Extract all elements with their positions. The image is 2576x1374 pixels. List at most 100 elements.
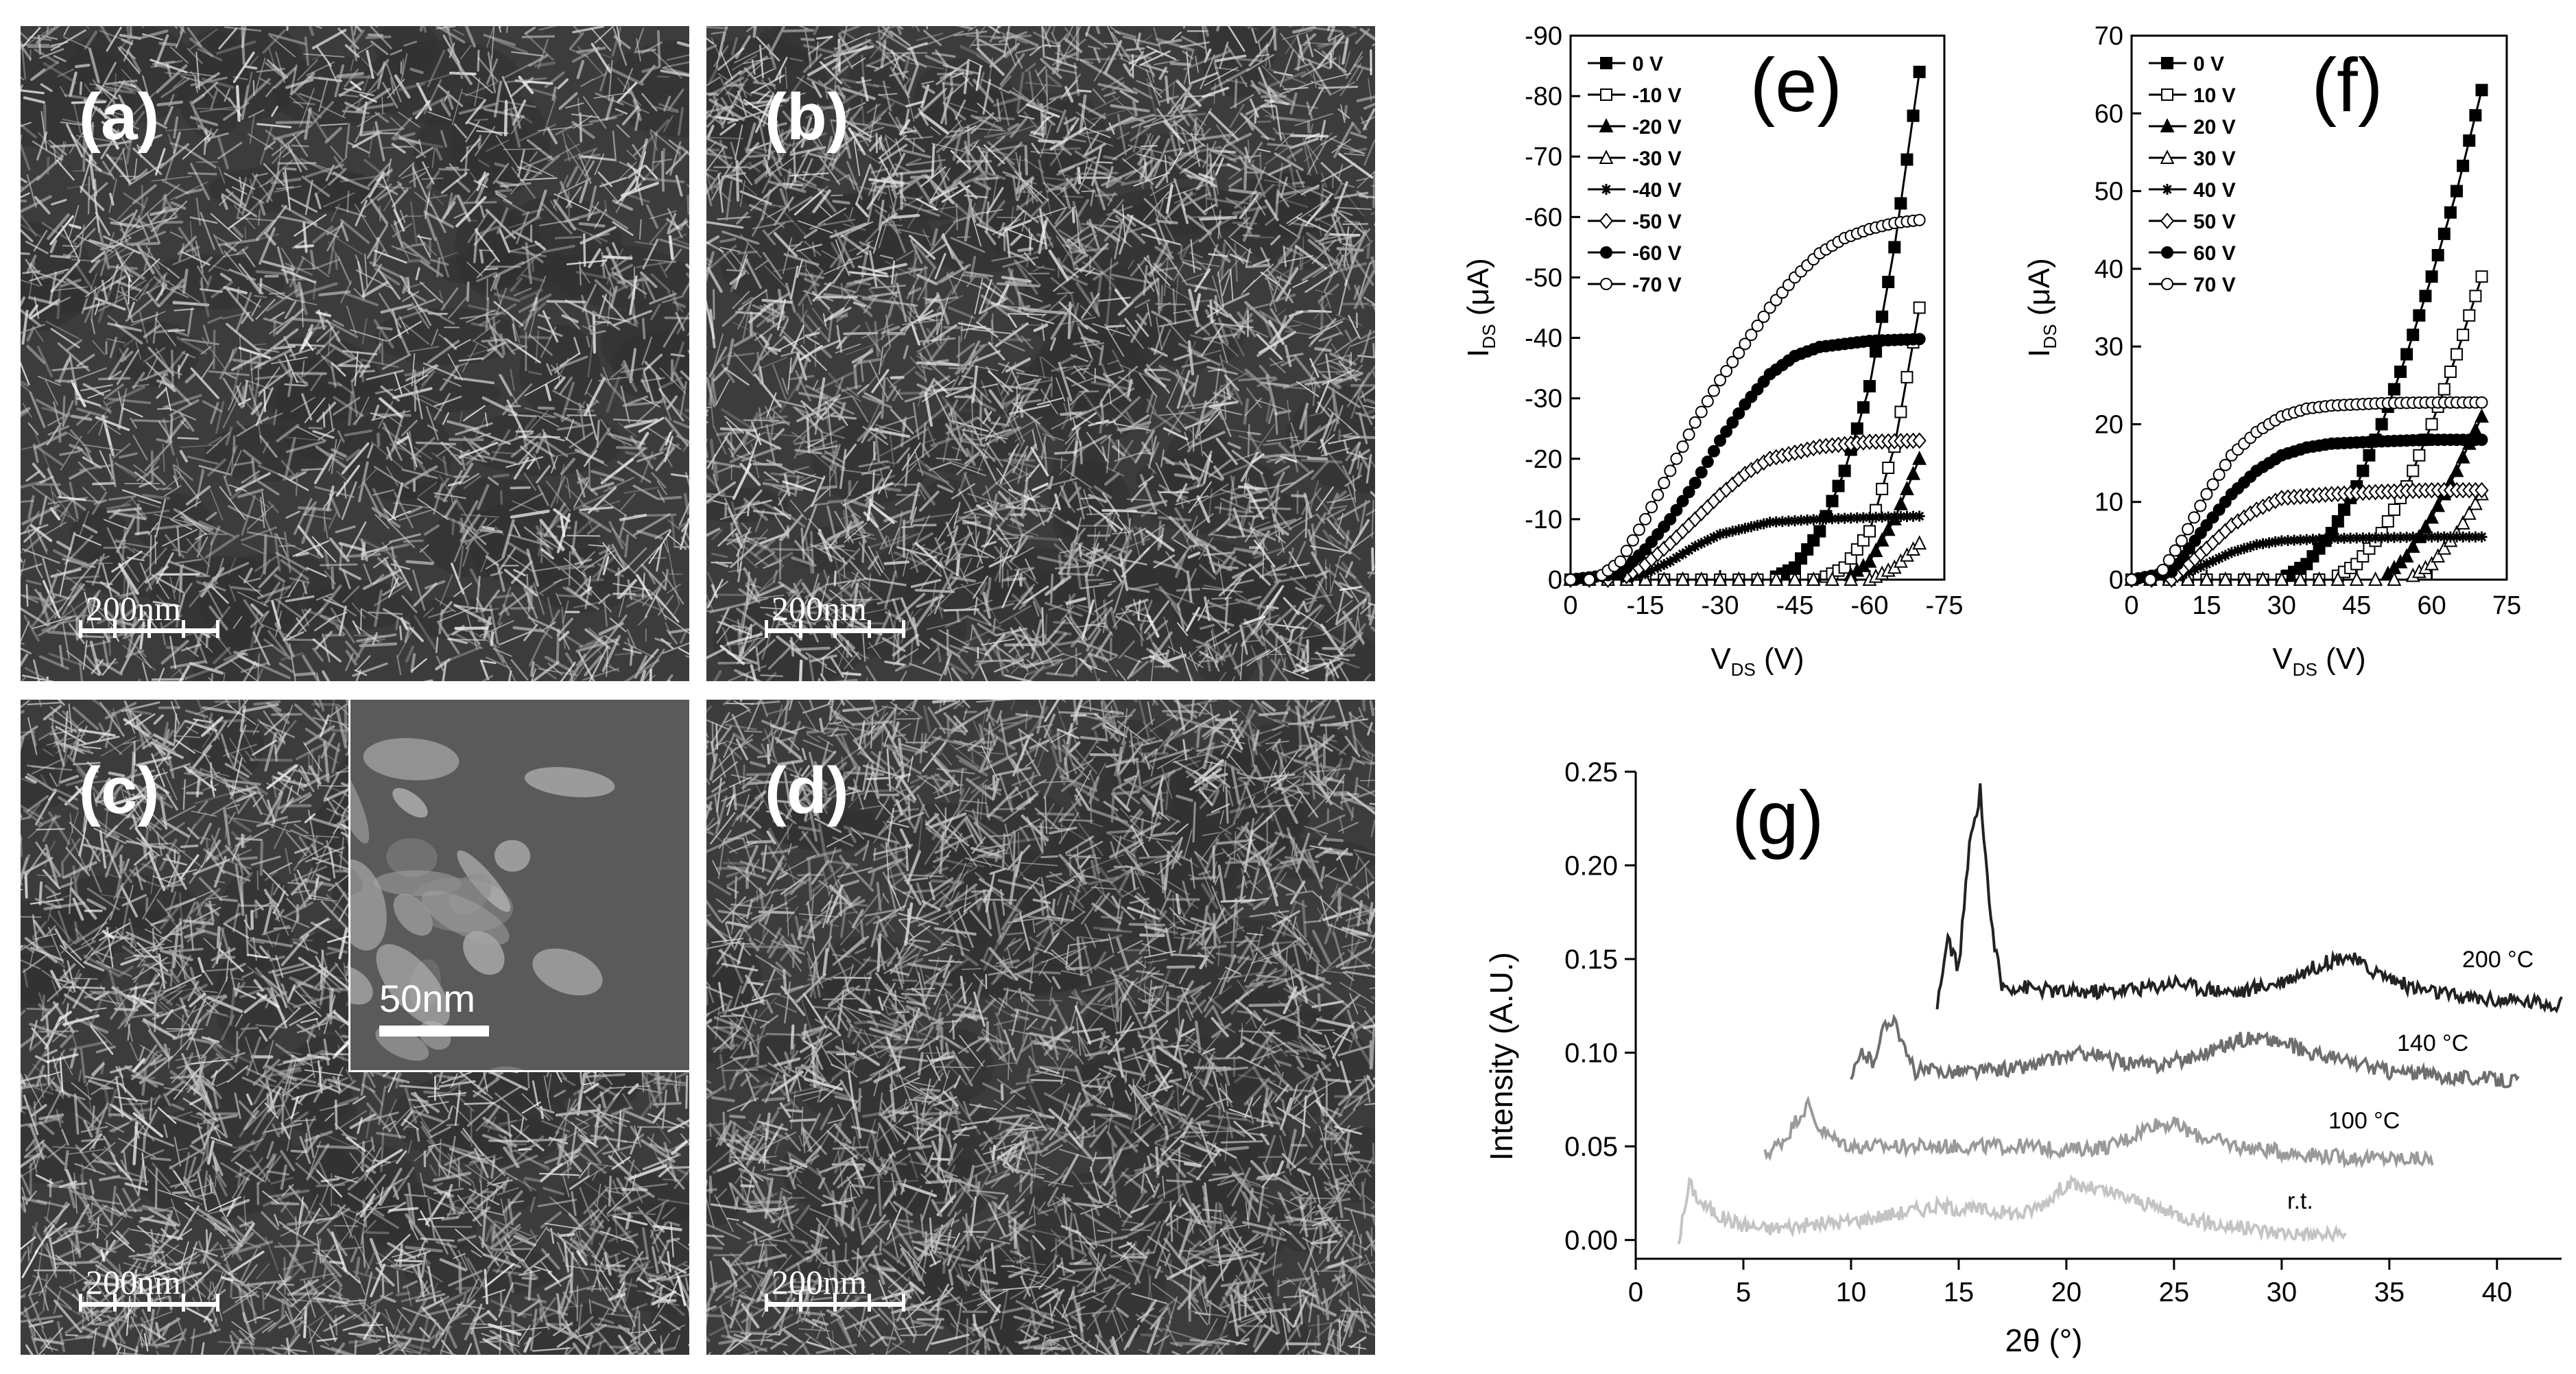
y-tick-label: 10 [2095,488,2123,517]
data-point [2338,532,2350,544]
legend-label: -10 V [1632,84,1682,107]
y-tick-label: -20 [1525,445,1562,474]
data-point [2424,509,2440,524]
x-tick-label: 75 [2492,591,2521,620]
data-point [1863,380,1876,393]
data-point [1907,510,1919,522]
data-point [2257,538,2269,549]
data-point [2188,511,2201,524]
legend-label: -70 V [1632,274,1682,296]
x-tick-label: 0 [2124,591,2138,620]
data-point [1839,512,1850,524]
data-point [2401,532,2413,543]
data-point [2426,531,2437,543]
data-point [1881,521,1896,536]
legend-label: 0 V [2193,53,2224,75]
data-point [2161,246,2173,259]
data-point [1707,384,1720,397]
data-point [1632,523,1645,536]
data-point [2464,531,2475,543]
legend-label: 20 V [2193,116,2236,139]
data-point [1912,535,1927,550]
sem-texture-a [21,26,689,681]
xrd-trace [1935,783,2563,1014]
data-point [1900,480,1914,495]
data-point [1720,365,1733,378]
data-point [2375,418,2388,431]
data-point [1769,571,1784,586]
data-point [1677,548,1689,560]
panel-label-a: (a) [79,80,160,154]
data-point [1808,514,1820,525]
y-tick-label: 0 [1548,566,1562,595]
data-point [2394,365,2407,378]
y-tick-label: 0.15 [1564,945,1618,975]
data-point [1913,510,1925,522]
y-tick-label: -60 [1525,203,1562,232]
data-point [2457,159,2470,172]
data-point [1802,514,1813,525]
data-point [2469,289,2482,303]
data-point [1851,512,1863,523]
data-point [2363,449,2376,462]
data-point [2269,536,2281,547]
data-point [1745,329,1758,342]
data-point [1757,310,1770,323]
data-point [2232,545,2243,556]
y-tick-label: -70 [1525,143,1562,171]
data-point [1850,422,1863,435]
data-point [1776,516,1788,528]
legend-label: 70 V [2193,274,2236,296]
data-point [2457,329,2470,342]
x-tick-label: 45 [2342,591,2371,620]
scale-bar-b-text: 200nm [772,589,867,628]
scale-bar-c-text: 200nm [86,1263,181,1301]
data-point [2399,548,2414,563]
y-tick-label: 0.10 [1564,1039,1618,1069]
data-point [1764,517,1776,528]
data-point [2431,249,2444,262]
data-point [2144,573,2157,586]
data-point [2419,289,2432,303]
legend-label: -30 V [1632,147,1682,170]
data-point [1600,57,1612,69]
scale-bar-d: 200nm [765,1265,905,1312]
data-point [1701,395,1714,408]
data-point [1658,477,1671,490]
data-point [1796,514,1807,526]
sem-inset-c: 50nm [348,700,689,1072]
data-point [2332,532,2344,544]
data-point [1913,65,1926,78]
data-point [1676,495,1689,508]
data-point [2313,533,2325,545]
data-point [1806,571,1821,586]
data-point [1664,464,1677,477]
data-point [1825,571,1839,586]
data-point [2387,571,2402,586]
series-line [2132,89,2483,581]
data-point [1651,488,1665,501]
data-point [2330,571,2346,586]
data-point [1676,440,1689,453]
data-point [2463,309,2476,322]
series-line [1571,71,1921,581]
y-tick-label: 20 [2095,410,2123,439]
y-tick-label: -40 [1525,324,1562,353]
data-point [2368,571,2383,586]
sem-panel-c: (c) 50nm 200nm [21,700,689,1355]
sem-panel-a: (a) 200nm [21,26,689,681]
data-point [1600,88,1612,101]
data-point [2444,531,2456,543]
x-tick-label: -60 [1851,591,1889,620]
data-point [2301,534,2313,545]
panel-label-b: (b) [765,80,849,154]
data-point [1913,301,1926,314]
data-point [2295,534,2306,546]
data-point [1695,538,1707,549]
data-point [2312,571,2326,586]
data-point [1758,518,1769,530]
data-point [2461,505,2477,520]
x-tick-label: 0 [1563,591,1577,620]
data-point [2349,571,2364,586]
chart-g: 0 5 10 15 20 25 30 35 40 0.00 0.05 0.10 0.15 0.20 0.25… [1483,757,2563,1358]
